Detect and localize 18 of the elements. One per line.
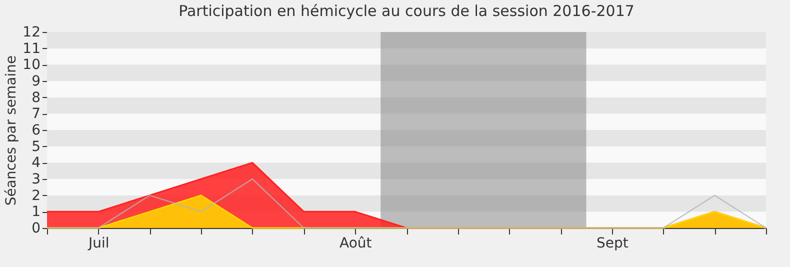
y-tick-label: 8 xyxy=(32,90,40,106)
y-tick-label: 7 xyxy=(32,106,40,122)
y-tick-label: 12 xyxy=(22,24,40,40)
y-axis-title: Séances par semaine xyxy=(4,55,20,206)
y-tick-label: 9 xyxy=(32,74,40,90)
chart-title: Participation en hémicycle au cours de la session 2016-2017 xyxy=(178,2,634,20)
x-tick-label: Sept xyxy=(596,236,629,252)
y-tick-label: 3 xyxy=(32,172,40,188)
y-tick-label: 11 xyxy=(22,40,40,57)
x-tick-label: Août xyxy=(340,236,372,252)
y-tick-label: 2 xyxy=(32,188,40,204)
x-tick-label: Juil xyxy=(87,236,110,252)
y-tick-label: 0 xyxy=(32,220,40,236)
y-tick-label: 1 xyxy=(32,204,40,220)
y-tick-label: 5 xyxy=(32,138,40,155)
y-tick-label: 10 xyxy=(22,57,40,74)
y-tick-label: 4 xyxy=(32,155,41,172)
y-tick-label: 6 xyxy=(32,122,41,138)
